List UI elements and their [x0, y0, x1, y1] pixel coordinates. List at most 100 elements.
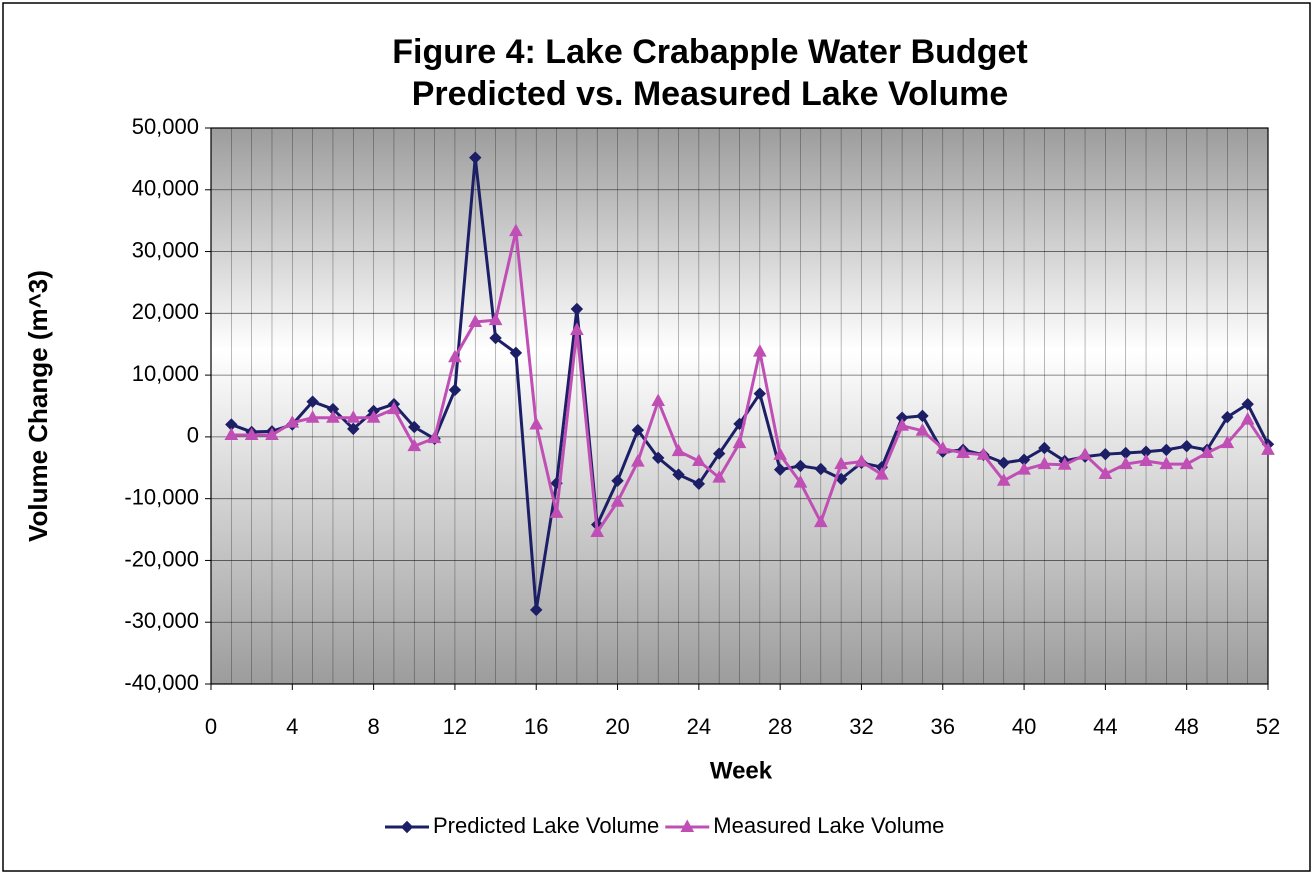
x-tick-label: 20: [605, 714, 629, 739]
series: [225, 151, 1275, 617]
x-tick-label: 52: [1256, 714, 1280, 739]
data-point: [916, 409, 929, 423]
y-tick-label: -10,000: [124, 484, 199, 509]
data-point: [814, 462, 828, 476]
data-point: [672, 468, 685, 481]
data-point: [834, 456, 848, 470]
legend-label: Predicted Lake Volume: [433, 813, 659, 838]
data-point: [794, 459, 807, 473]
data-point: [590, 524, 605, 538]
data-point: [387, 401, 401, 415]
data-point: [1037, 456, 1052, 470]
data-point: [1220, 435, 1235, 449]
legend-item: Predicted Lake Volume: [385, 813, 659, 838]
y-tick-label: 40,000: [132, 176, 199, 201]
data-point: [1241, 397, 1254, 411]
data-point: [1057, 457, 1072, 470]
data-point: [509, 346, 523, 360]
series: [224, 223, 1275, 538]
data-point: [224, 427, 239, 441]
data-point: [813, 514, 828, 528]
data-point: [529, 416, 544, 430]
data-point: [326, 410, 340, 423]
data-point: [306, 395, 319, 408]
x-tick-label: 8: [367, 714, 379, 739]
data-point: [427, 430, 442, 444]
data-point: [1017, 462, 1031, 475]
y-tick-label: -20,000: [124, 546, 199, 571]
data-point: [489, 331, 502, 345]
y-tick-label: 30,000: [132, 237, 199, 262]
chart-subtitle: Predicted vs. Measured Lake Volume: [412, 75, 1009, 113]
data-point: [611, 474, 624, 487]
data-point: [407, 438, 422, 452]
data-point: [773, 463, 787, 476]
data-point: [346, 410, 361, 423]
data-point: [712, 447, 726, 460]
data-point: [265, 427, 279, 441]
x-tick-label: 36: [931, 714, 955, 739]
data-point: [793, 475, 808, 488]
legend-label: Measured Lake Volume: [713, 813, 944, 838]
data-point: [895, 418, 909, 431]
data-point: [976, 447, 991, 460]
data-point: [753, 387, 767, 400]
data-point: [469, 151, 482, 164]
data-point: [773, 447, 787, 460]
data-point: [1221, 410, 1234, 424]
x-tick-label: 44: [1093, 714, 1117, 739]
x-tick-label: 24: [687, 714, 711, 739]
data-point: [488, 312, 503, 326]
legend-marker: [680, 819, 695, 832]
data-point: [651, 451, 665, 465]
data-point: [1240, 412, 1255, 425]
plot-frame: [210, 127, 1269, 685]
data-point: [530, 603, 543, 617]
data-point: [549, 505, 564, 518]
data-point: [408, 420, 421, 434]
series-line: [230, 157, 1270, 611]
data-point: [1159, 456, 1174, 470]
data-point: [1099, 447, 1112, 461]
y-tick-label: 0: [187, 423, 199, 448]
data-point: [1139, 453, 1153, 466]
data-point: [874, 467, 889, 480]
data-point: [366, 410, 381, 423]
legend-marker: [400, 820, 414, 834]
chart-title: Figure 4: Lake Crabapple Water Budget: [392, 33, 1027, 71]
data-point: [1261, 442, 1275, 455]
data-point: [752, 344, 767, 357]
x-axis-title: Week: [710, 757, 773, 784]
data-point: [570, 322, 584, 336]
data-point: [244, 427, 259, 441]
data-point: [1078, 447, 1092, 460]
data-point: [996, 473, 1011, 486]
data-point: [671, 443, 686, 457]
data-point: [448, 383, 462, 397]
x-tick-label: 40: [1012, 714, 1036, 739]
data-point: [1038, 441, 1051, 455]
data-point: [692, 477, 706, 491]
x-tick-label: 4: [286, 714, 298, 739]
legend-item: Measured Lake Volume: [665, 813, 944, 838]
data-point: [732, 435, 747, 449]
data-point: [854, 454, 869, 467]
y-tick-label: 20,000: [132, 299, 199, 324]
data-point: [468, 314, 483, 327]
y-tick-label: -30,000: [124, 608, 199, 633]
data-point: [347, 422, 360, 436]
data-point: [692, 453, 706, 466]
data-point: [509, 223, 523, 237]
x-tick-label: 32: [849, 714, 873, 739]
data-point: [935, 441, 950, 454]
data-point: [570, 302, 584, 316]
data-point: [651, 393, 666, 407]
data-point: [712, 470, 727, 483]
y-tick-label: 10,000: [132, 361, 199, 386]
data-point: [631, 423, 645, 437]
y-tick-label: 50,000: [132, 114, 199, 139]
data-point: [285, 415, 300, 428]
y-axis-title: Volume Change (m^3): [23, 270, 53, 542]
data-point: [1098, 466, 1113, 479]
data-point: [1200, 445, 1214, 458]
